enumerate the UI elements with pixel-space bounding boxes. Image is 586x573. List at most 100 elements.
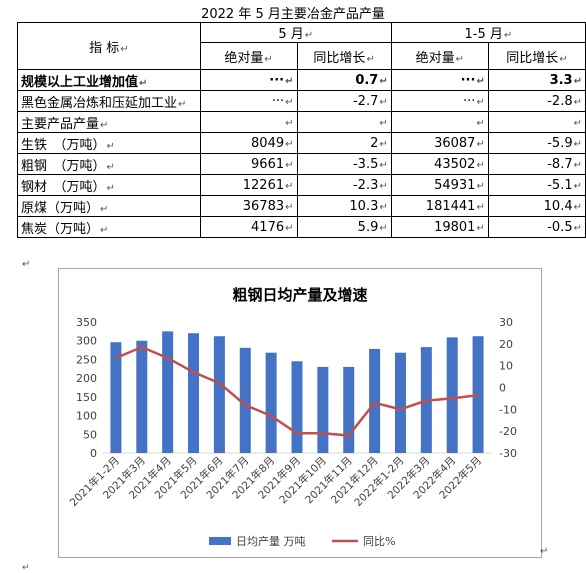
cell-ytd-absolute: 181441↵: [390, 195, 489, 217]
cell-ytd-absolute: ···↵: [390, 90, 489, 112]
bar: [446, 337, 458, 453]
header-ytd-yoy: 同比增长↵: [487, 42, 586, 70]
row-name: 规模以上工业增加值↵: [17, 69, 201, 91]
table-row: 粗钢 （万吨）↵ 9661↵ -3.5↵ 43502↵ -8.7↵: [17, 153, 586, 175]
cell-may-yoy: 10.3↵: [296, 195, 392, 217]
cell-may-absolute: 9661↵: [199, 153, 298, 175]
paragraph-mark-chart: ↵: [540, 546, 549, 557]
bar: [317, 366, 329, 453]
yoy-point: [451, 397, 454, 400]
cell-ytd-absolute: ↵: [390, 111, 489, 133]
cell-ytd-yoy: -0.5↵: [487, 216, 586, 238]
chart-frame: 粗钢日均产量及增速 0 50 100 150 200 250 300 350 -30 -20 -10…: [58, 268, 542, 558]
cell-ytd-yoy: 3.3↵: [487, 69, 586, 91]
table-row: 原煤（万吨）↵ 36783↵ 10.3↵ 181441↵ 10.4↵: [17, 195, 586, 217]
yoy-point: [347, 434, 350, 437]
table-row: 钢材 （万吨）↵ 12261↵ -2.3↵ 54931↵ -5.1↵: [17, 174, 586, 196]
y-right-tick-label: -20: [499, 425, 517, 438]
bar: [188, 333, 200, 453]
cell-may-yoy: 0.7↵: [296, 69, 392, 91]
yoy-point: [192, 371, 195, 374]
y-left-tick-label: 350: [76, 316, 97, 329]
header-jan-may: 1-5 月↵: [390, 22, 586, 43]
cell-ytd-yoy: -8.7↵: [487, 153, 586, 175]
chart-title: 粗钢日均产量及增速: [232, 286, 367, 304]
y-left-tick-label: 300: [76, 335, 97, 348]
legend-label-line: 同比%: [363, 535, 395, 548]
table-row: 焦炭（万吨）↵ 4176↵ 5.9↵ 19801↵ -0.5↵: [17, 216, 586, 238]
header-ytd-absolute: 绝对量↵: [390, 42, 489, 70]
y-left-tick-label: 50: [83, 428, 97, 441]
legend-label-bar: 日均产量 万吨: [236, 534, 306, 548]
cell-may-absolute: 36783↵: [199, 195, 298, 217]
cell-may-absolute: 8049↵: [199, 132, 298, 154]
y-right-tick-label: 20: [499, 338, 513, 351]
yoy-point: [166, 356, 169, 360]
yoy-point: [269, 414, 273, 418]
bar: [136, 340, 148, 453]
cell-ytd-yoy: -5.9↵: [487, 132, 586, 154]
row-name: 黑色金属冶炼和压延加工业↵: [17, 90, 201, 112]
bar: [394, 352, 406, 453]
y-left-tick-label: 150: [76, 391, 97, 404]
row-name: 焦炭（万吨）↵: [17, 216, 201, 238]
cell-ytd-yoy: -2.8↵: [487, 90, 586, 112]
yoy-point: [114, 356, 118, 360]
cell-ytd-absolute: 36087↵: [390, 132, 489, 154]
cell-ytd-absolute: ···↵: [390, 69, 489, 91]
bar: [110, 342, 122, 453]
bar: [343, 366, 355, 453]
production-table: 指 标↵ 5 月↵ 1-5 月↵ 绝对量↵ 同比增长↵ 绝对量↵ 同比增长↵ 规…: [17, 22, 586, 238]
y-left-tick-label: 200: [76, 372, 97, 385]
cell-may-yoy: 5.9↵: [296, 216, 392, 238]
table-title: 2022 年 5 月主要冶金产品产量: [201, 7, 385, 22]
bar: [291, 361, 303, 453]
paragraph-mark-end: ↵: [22, 563, 30, 573]
y-right-tick-label: 30: [499, 316, 513, 329]
cell-may-absolute: ···↵: [199, 69, 298, 91]
cell-ytd-absolute: 19801↵: [390, 216, 489, 238]
steel-output-chart: 粗钢日均产量及增速 050100150200250300350-30-20-10…: [67, 286, 517, 548]
bar: [369, 348, 381, 453]
y-left-tick-label: 100: [76, 410, 97, 423]
yoy-point: [321, 432, 325, 435]
yoy-point: [218, 381, 221, 385]
row-name: 钢材 （万吨）↵: [17, 174, 201, 196]
cell-ytd-yoy: -5.1↵: [487, 174, 586, 196]
yoy-point: [373, 401, 376, 404]
table-row: 规模以上工业增加值↵ ···↵ 0.7↵ ···↵ 3.3↵: [17, 69, 586, 91]
header-indicator: 指 标↵: [17, 22, 201, 70]
table-row: 主要产品产量↵ ↵ ↵ ↵ ↵: [17, 111, 586, 133]
header-may: 5 月↵: [199, 22, 392, 43]
cell-may-absolute: ···↵: [199, 90, 298, 112]
cell-may-yoy: 2↵: [296, 132, 392, 154]
y-right-tick-label: -10: [499, 403, 517, 416]
cell-may-absolute: 4176↵: [199, 216, 298, 238]
bar: [162, 331, 174, 453]
y-right-tick-label: -30: [499, 447, 517, 460]
cell-ytd-absolute: 54931↵: [390, 174, 489, 196]
yoy-point: [295, 432, 299, 435]
row-name: 主要产品产量↵: [17, 111, 201, 133]
row-name: 粗钢 （万吨）↵: [17, 153, 201, 175]
y-left-tick-label: 0: [90, 447, 97, 460]
table-row: 黑色金属冶炼和压延加工业↵ ···↵ -2.7↵ ···↵ -2.8↵: [17, 90, 586, 112]
yoy-point: [399, 408, 402, 411]
bar: [213, 336, 225, 453]
cell-may-absolute: 12261↵: [199, 174, 298, 196]
legend-swatch-bar: [209, 537, 231, 545]
yoy-point: [244, 403, 247, 407]
row-name: 原煤（万吨）↵: [17, 195, 201, 217]
yoy-point: [476, 393, 480, 397]
cell-may-yoy: -3.5↵: [296, 153, 392, 175]
y-right-tick-label: 0: [499, 382, 506, 395]
y-right-tick-label: 10: [499, 360, 513, 373]
cell-ytd-yoy: 10.4↵: [487, 195, 586, 217]
yoy-point: [140, 345, 143, 349]
y-left-tick-label: 250: [76, 353, 97, 366]
paragraph-mark: ↵: [22, 259, 31, 270]
row-name: 生铁 （万吨）↵: [17, 132, 201, 154]
cell-ytd-absolute: 43502↵: [390, 153, 489, 175]
yoy-point: [425, 399, 428, 402]
bar: [239, 347, 251, 453]
